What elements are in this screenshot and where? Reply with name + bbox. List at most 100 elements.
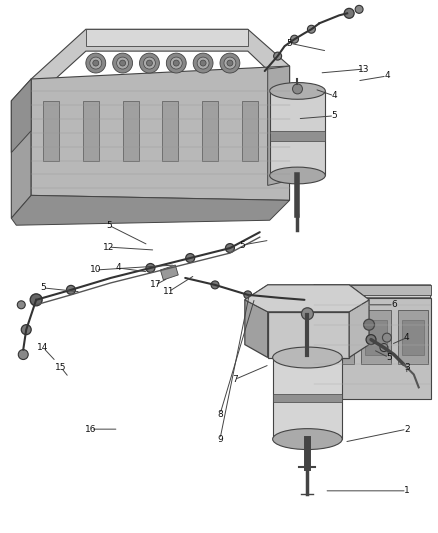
Circle shape bbox=[293, 84, 303, 94]
Circle shape bbox=[117, 57, 129, 69]
Text: 4: 4 bbox=[404, 333, 410, 342]
Circle shape bbox=[197, 57, 209, 69]
Bar bbox=[328, 320, 350, 354]
Text: 5: 5 bbox=[287, 39, 293, 47]
Bar bbox=[324, 310, 354, 365]
Bar bbox=[123, 101, 138, 160]
Circle shape bbox=[301, 308, 314, 320]
Circle shape bbox=[17, 301, 25, 309]
Circle shape bbox=[120, 60, 126, 66]
Polygon shape bbox=[245, 285, 369, 312]
Text: 15: 15 bbox=[55, 363, 67, 372]
Text: 2: 2 bbox=[404, 425, 410, 434]
Circle shape bbox=[193, 53, 213, 73]
Text: 11: 11 bbox=[162, 287, 174, 296]
Polygon shape bbox=[31, 66, 290, 200]
Polygon shape bbox=[31, 29, 290, 101]
Circle shape bbox=[186, 254, 194, 263]
Bar bbox=[202, 101, 218, 160]
Text: 7: 7 bbox=[232, 375, 238, 384]
Circle shape bbox=[290, 35, 298, 43]
Text: 5: 5 bbox=[332, 111, 337, 120]
Circle shape bbox=[200, 60, 206, 66]
Polygon shape bbox=[294, 285, 314, 404]
Circle shape bbox=[226, 244, 234, 253]
Polygon shape bbox=[245, 285, 369, 312]
Bar bbox=[270, 91, 325, 175]
Circle shape bbox=[211, 281, 219, 289]
Circle shape bbox=[170, 57, 182, 69]
Circle shape bbox=[30, 294, 42, 306]
Bar bbox=[242, 101, 258, 160]
Bar bbox=[83, 101, 99, 160]
Text: 1: 1 bbox=[404, 486, 410, 495]
Polygon shape bbox=[11, 79, 31, 218]
Circle shape bbox=[140, 53, 159, 73]
Circle shape bbox=[220, 53, 240, 73]
Bar bbox=[361, 310, 391, 365]
Text: 5: 5 bbox=[40, 284, 46, 293]
Text: 10: 10 bbox=[90, 265, 102, 274]
Text: 4: 4 bbox=[116, 263, 121, 272]
Circle shape bbox=[146, 263, 155, 272]
Ellipse shape bbox=[273, 429, 342, 449]
Text: 13: 13 bbox=[358, 64, 370, 74]
Ellipse shape bbox=[270, 167, 325, 184]
Polygon shape bbox=[349, 300, 369, 358]
Bar bbox=[273, 358, 342, 439]
Circle shape bbox=[244, 291, 252, 299]
Text: 9: 9 bbox=[217, 434, 223, 443]
Circle shape bbox=[274, 52, 282, 60]
Circle shape bbox=[113, 53, 133, 73]
Circle shape bbox=[364, 319, 374, 330]
Polygon shape bbox=[11, 196, 290, 225]
Circle shape bbox=[21, 325, 31, 335]
Polygon shape bbox=[268, 312, 349, 358]
Circle shape bbox=[173, 60, 179, 66]
Circle shape bbox=[90, 57, 102, 69]
Text: 4: 4 bbox=[332, 91, 337, 100]
Polygon shape bbox=[314, 298, 431, 399]
Polygon shape bbox=[245, 300, 268, 358]
Polygon shape bbox=[160, 265, 178, 280]
Circle shape bbox=[67, 285, 75, 294]
Bar bbox=[402, 320, 424, 354]
Circle shape bbox=[144, 57, 155, 69]
Bar bbox=[43, 101, 59, 160]
Circle shape bbox=[146, 60, 152, 66]
Text: 16: 16 bbox=[85, 425, 96, 434]
Polygon shape bbox=[294, 285, 431, 300]
Circle shape bbox=[276, 294, 283, 302]
Text: 5: 5 bbox=[386, 353, 392, 362]
Circle shape bbox=[382, 333, 392, 342]
Polygon shape bbox=[11, 79, 31, 152]
Circle shape bbox=[307, 25, 315, 33]
Circle shape bbox=[380, 344, 388, 352]
Circle shape bbox=[93, 60, 99, 66]
Polygon shape bbox=[86, 29, 248, 46]
Bar bbox=[398, 310, 427, 365]
Circle shape bbox=[366, 335, 376, 345]
Text: 5: 5 bbox=[239, 240, 245, 249]
Ellipse shape bbox=[270, 83, 325, 99]
Circle shape bbox=[166, 53, 186, 73]
Text: 4: 4 bbox=[384, 71, 390, 80]
Circle shape bbox=[86, 53, 106, 73]
Ellipse shape bbox=[273, 347, 342, 368]
Circle shape bbox=[344, 9, 354, 18]
Text: 12: 12 bbox=[103, 243, 114, 252]
Bar bbox=[162, 101, 178, 160]
Text: 5: 5 bbox=[106, 221, 112, 230]
Text: 3: 3 bbox=[404, 363, 410, 372]
Circle shape bbox=[224, 57, 236, 69]
Polygon shape bbox=[314, 285, 431, 295]
Text: 6: 6 bbox=[391, 300, 397, 309]
Polygon shape bbox=[268, 66, 290, 185]
Circle shape bbox=[227, 60, 233, 66]
Bar bbox=[273, 394, 342, 402]
Text: 8: 8 bbox=[217, 410, 223, 419]
Bar bbox=[365, 320, 387, 354]
Text: 14: 14 bbox=[37, 343, 49, 352]
Circle shape bbox=[18, 350, 28, 360]
Text: 17: 17 bbox=[150, 280, 161, 289]
